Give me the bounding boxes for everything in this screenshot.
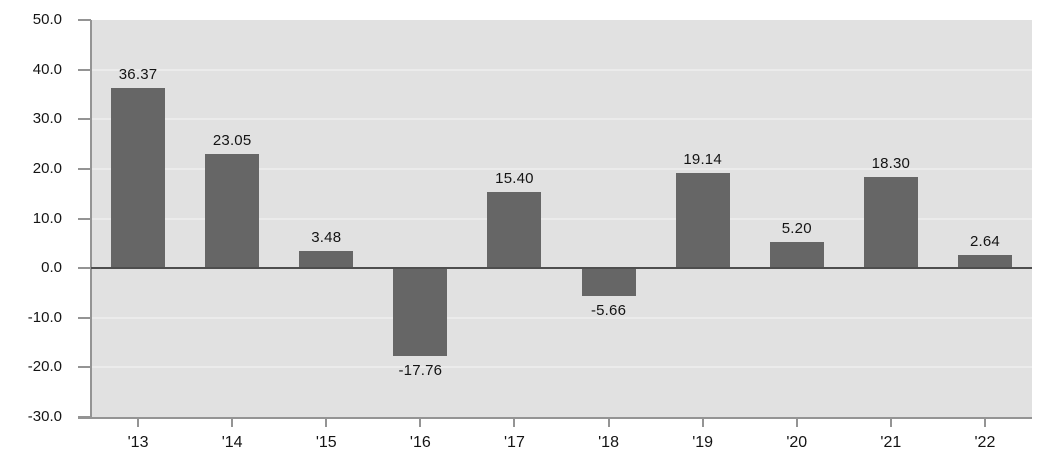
bar — [111, 87, 166, 269]
gridline — [91, 167, 1032, 170]
x-axis-tick — [137, 419, 140, 427]
y-axis-tick-label: 30.0 — [32, 110, 62, 128]
x-axis-tick — [701, 419, 704, 427]
y-axis-tick-label: 10.0 — [32, 209, 62, 227]
y-axis-tick-label: 40.0 — [32, 60, 62, 78]
bar-value-label: 15.40 — [495, 169, 534, 187]
bar — [863, 177, 918, 269]
x-axis-tick-label: '13 — [127, 434, 149, 451]
bar-value-label: 19.14 — [683, 151, 722, 169]
bar-value-label: -17.76 — [398, 362, 443, 380]
y-axis-tick-label: 20.0 — [32, 159, 62, 177]
bar-value-label: 23.05 — [212, 131, 252, 149]
x-axis-tick — [889, 419, 892, 427]
y-axis-line — [90, 20, 92, 419]
bar-value-label: 2.64 — [969, 233, 1000, 251]
bar-value-label: 3.48 — [311, 228, 342, 246]
x-axis-tick — [795, 419, 798, 427]
x-axis-tick — [607, 419, 610, 427]
bar — [205, 153, 260, 269]
gridline — [91, 68, 1032, 71]
y-axis-tick — [78, 316, 91, 319]
bar-value-label: 5.20 — [781, 220, 812, 238]
x-axis-tick-label: '16 — [409, 434, 431, 451]
y-axis-tick — [78, 118, 91, 121]
x-axis-tick — [513, 419, 516, 427]
x-axis-tick — [231, 419, 234, 427]
bar — [581, 268, 636, 297]
x-axis-tick — [325, 419, 328, 427]
bar — [393, 268, 448, 357]
y-axis-tick-label: 0.0 — [41, 259, 62, 277]
y-axis-tick — [78, 19, 91, 21]
x-axis-tick — [983, 419, 986, 427]
x-axis-tick-label: '19 — [692, 434, 714, 451]
x-axis-tick-label: '20 — [786, 434, 808, 451]
y-axis-tick — [78, 167, 91, 170]
x-axis-tick-label: '15 — [315, 434, 337, 451]
gridline — [91, 217, 1032, 220]
gridline — [91, 366, 1032, 369]
gridline — [91, 316, 1032, 319]
y-axis-tick-label: -10.0 — [27, 308, 62, 326]
y-axis-tick-label: -20.0 — [27, 358, 62, 376]
bar — [769, 242, 824, 269]
zero-baseline — [91, 267, 1032, 270]
bar — [675, 173, 730, 269]
x-axis-tick-label: '18 — [598, 434, 619, 451]
x-axis-tick — [419, 419, 422, 427]
y-axis-tick — [78, 217, 91, 220]
x-axis-line — [78, 417, 1032, 419]
y-axis-tick — [78, 267, 91, 270]
y-axis-tick-label: 50.0 — [32, 11, 62, 28]
x-axis-tick-label: '17 — [504, 434, 525, 451]
y-axis-tick — [78, 366, 91, 369]
bar-value-label: 18.30 — [871, 155, 911, 173]
bar-value-label: 36.37 — [118, 65, 158, 83]
x-axis-tick-label: '22 — [974, 434, 996, 451]
x-axis-tick-label: '21 — [880, 434, 902, 451]
y-axis-tick-label: -30.0 — [27, 408, 62, 425]
bar — [487, 191, 542, 269]
bar — [957, 255, 1012, 269]
bar-value-label: -5.66 — [590, 302, 627, 320]
bar — [299, 250, 354, 269]
x-axis-tick-label: '14 — [221, 434, 243, 451]
gridline — [91, 118, 1032, 121]
y-axis-tick — [78, 68, 91, 71]
